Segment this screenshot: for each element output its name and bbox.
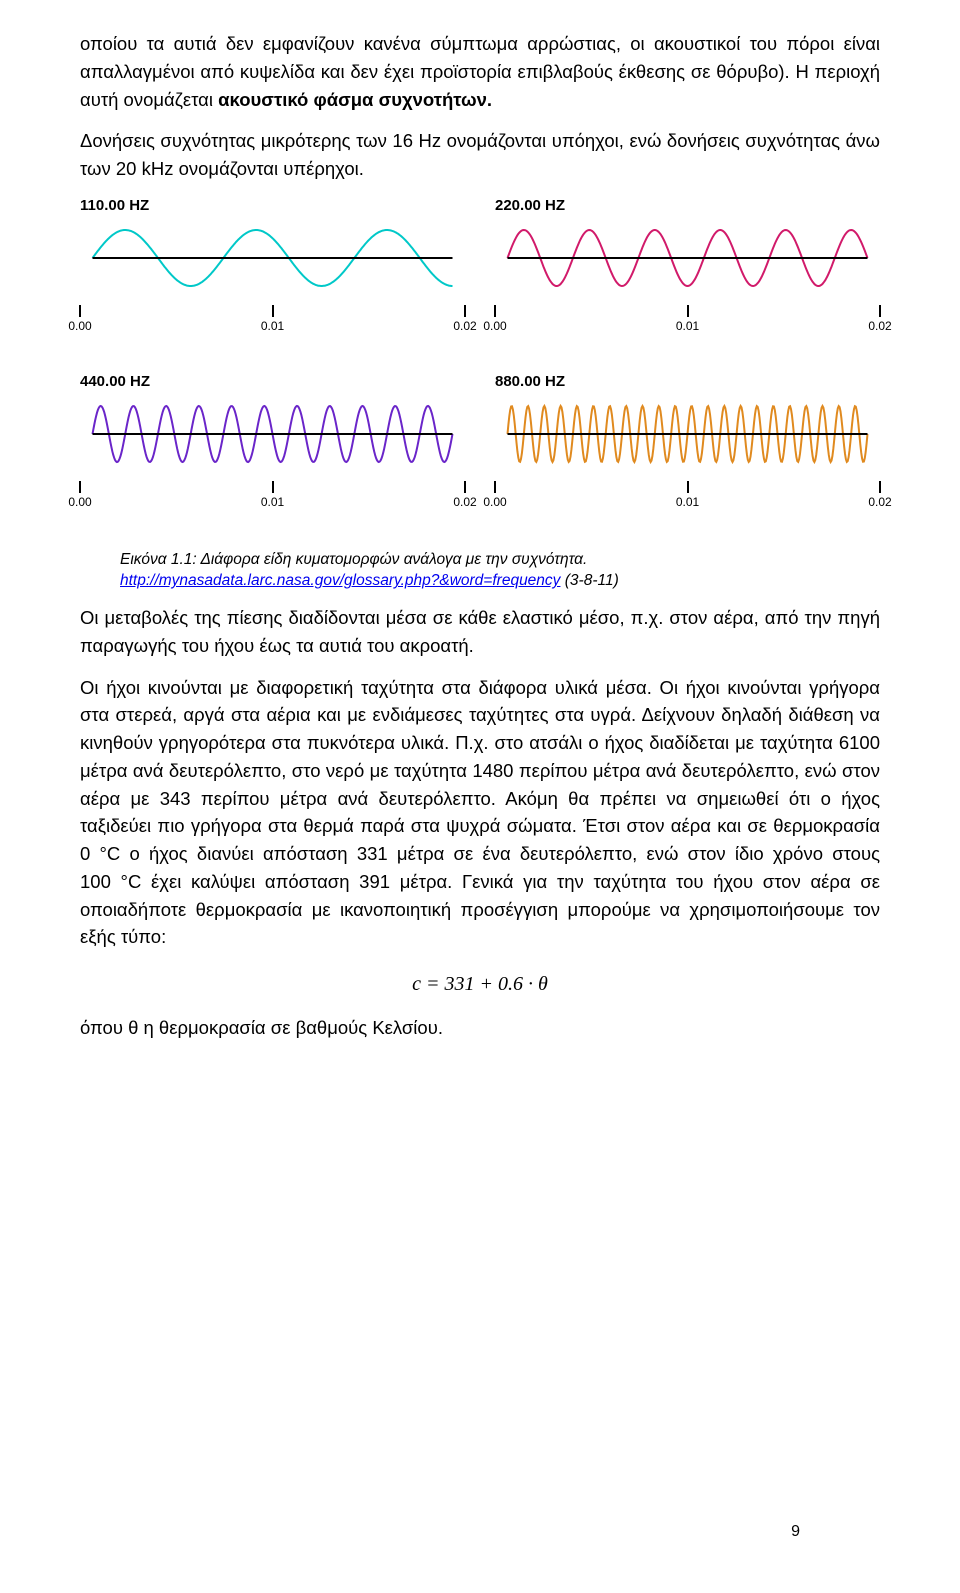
tick-row: 0.000.010.02	[80, 481, 465, 509]
wave-label: 110.00 HZ	[80, 197, 465, 214]
caption-suffix: (3-8-11)	[565, 572, 619, 589]
wave-label: 440.00 HZ	[80, 373, 465, 390]
tick-mark	[879, 305, 881, 317]
tick-row: 0.000.010.02	[495, 481, 880, 509]
paragraph-5: όπου θ η θερμοκρασία σε βαθμούς Κελσίου.	[80, 1014, 880, 1042]
tick-label: 0.01	[676, 319, 699, 333]
wave-panel-440: 440.00 HZ 0.000.010.02	[80, 373, 465, 509]
paragraph-3: Οι μεταβολές της πίεσης διαδίδονται μέσα…	[80, 604, 880, 660]
tick-label: 0.01	[261, 495, 284, 509]
figure-waveforms: 110.00 HZ0.000.010.02 220.00 HZ0.000.010…	[80, 197, 880, 509]
wave-svg	[80, 218, 465, 303]
tick-label: 0.01	[676, 495, 699, 509]
page-number: 9	[791, 1523, 800, 1541]
wave-svg	[80, 394, 465, 479]
wave-panel-110: 110.00 HZ 0.000.010.02	[80, 197, 465, 333]
tick-mark	[464, 481, 466, 493]
tick-row: 0.000.010.02	[80, 305, 465, 333]
paragraph-2: Δονήσεις συχνότητας μικρότερης των 16 Hz…	[80, 127, 880, 183]
tick-mark	[494, 305, 496, 317]
caption-prefix: Εικόνα 1.1: Διάφορα είδη κυματομορφών αν…	[120, 551, 587, 568]
wave-svg	[495, 394, 880, 479]
paragraph-1-bold: ακουστικό φάσμα συχνοτήτων.	[218, 89, 492, 110]
tick-label: 0.02	[453, 495, 476, 509]
tick-label: 0.01	[261, 319, 284, 333]
tick-row: 0.000.010.02	[495, 305, 880, 333]
wave-svg	[495, 218, 880, 303]
tick-mark	[464, 305, 466, 317]
figure-caption: Εικόνα 1.1: Διάφορα είδη κυματομορφών αν…	[120, 549, 880, 592]
tick-mark	[879, 481, 881, 493]
tick-mark	[687, 305, 689, 317]
tick-mark	[79, 481, 81, 493]
tick-mark	[687, 481, 689, 493]
wave-panel-880: 880.00 HZ 0.000.010.02	[495, 373, 880, 509]
tick-mark	[272, 481, 274, 493]
wave-label: 220.00 HZ	[495, 197, 880, 214]
tick-label: 0.02	[868, 319, 891, 333]
paragraph-1: οποίου τα αυτιά δεν εμφανίζουν κανένα σύ…	[80, 30, 880, 113]
wave-row-2: 440.00 HZ0.000.010.02 880.00 HZ0.000.010…	[80, 373, 880, 509]
wave-panel-220: 220.00 HZ 0.000.010.02	[495, 197, 880, 333]
tick-mark	[494, 481, 496, 493]
tick-label: 0.02	[453, 319, 476, 333]
paragraph-4: Οι ήχοι κινούνται με διαφορετική ταχύτητ…	[80, 674, 880, 952]
tick-mark	[79, 305, 81, 317]
wave-row-1: 110.00 HZ0.000.010.02 220.00 HZ0.000.010…	[80, 197, 880, 333]
caption-link[interactable]: http://mynasadata.larc.nasa.gov/glossary…	[120, 572, 560, 589]
tick-label: 0.00	[483, 495, 506, 509]
formula: c = 331 + 0.6 · θ	[80, 973, 880, 996]
tick-label: 0.00	[483, 319, 506, 333]
wave-label: 880.00 HZ	[495, 373, 880, 390]
tick-mark	[272, 305, 274, 317]
tick-label: 0.00	[68, 495, 91, 509]
tick-label: 0.02	[868, 495, 891, 509]
tick-label: 0.00	[68, 319, 91, 333]
